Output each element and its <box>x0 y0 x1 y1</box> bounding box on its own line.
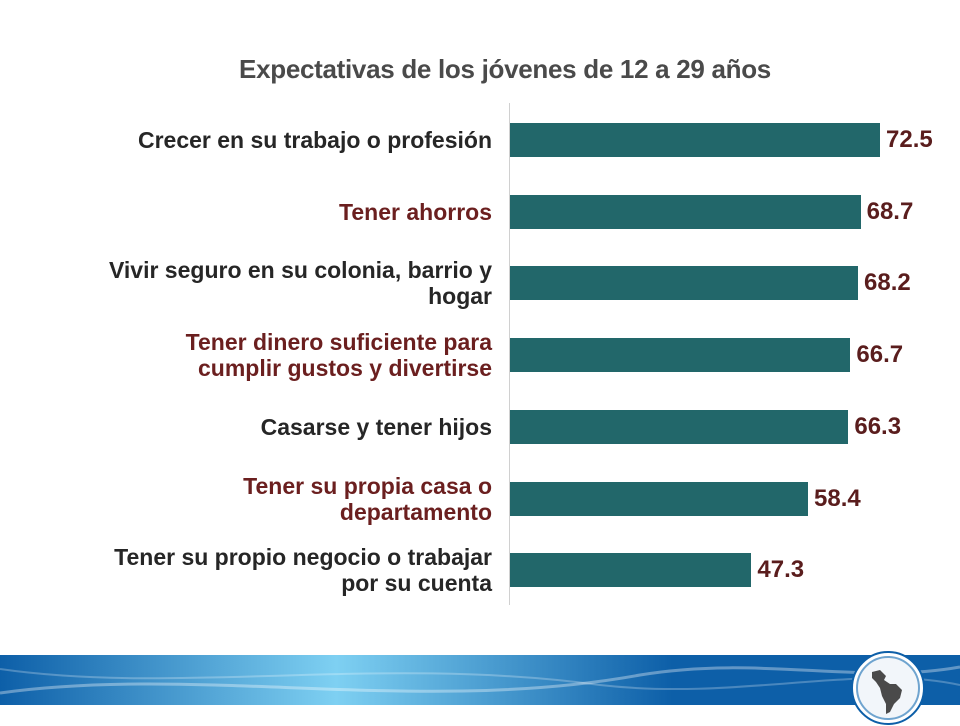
category-label-line: cumplir gustos y divertirse <box>198 355 492 382</box>
value-label-5: 66.3 <box>854 412 902 440</box>
bar-5 <box>510 409 849 444</box>
category-label-5: Casarse y tener hijos <box>42 414 492 440</box>
bar-6 <box>510 481 809 516</box>
value-label-6: 58.4 <box>814 484 861 512</box>
bar-7 <box>510 553 752 588</box>
category-axis-line <box>509 103 510 605</box>
category-label-3: Vivir seguro en su colonia, barrio y hoga… <box>42 257 492 309</box>
bar-2 <box>510 194 861 229</box>
value-label-2: 68.7 <box>866 197 914 225</box>
category-label-line: departamento <box>339 498 492 525</box>
category-label-6: Tener su propia casa o departamento <box>42 473 492 525</box>
bar-3 <box>510 266 859 301</box>
category-label-line: Tener dinero suficiente para <box>185 329 492 356</box>
category-label-4: Tener dinero suficiente para cumplir gust… <box>42 329 492 381</box>
category-label-2: Tener ahorros <box>42 199 492 225</box>
value-label-3: 68.2 <box>864 269 911 297</box>
category-label-1: Crecer en su trabajo o profesión <box>42 127 492 153</box>
value-label-4: 66.7 <box>856 341 904 369</box>
category-label-line: Tener su propio negocio o trabajar <box>114 544 492 571</box>
footer-band <box>0 655 960 705</box>
category-label-7: Tener su propio negocio o trabajar por su… <box>42 544 492 596</box>
category-label-line: Tener ahorros <box>339 198 492 225</box>
value-label-1: 72.5 <box>886 126 933 153</box>
category-label-line: Vivir seguro en su colonia, barrio y <box>108 257 492 284</box>
latin-america-map-seal-icon <box>851 651 925 725</box>
category-label-line: Crecer en su trabajo o profesión <box>137 127 492 153</box>
value-label-7: 47.3 <box>757 556 805 584</box>
category-label-line: hogar <box>428 283 492 310</box>
chart-title: Expectativas de los jóvenes de 12 a 29 a… <box>239 54 771 84</box>
category-label-line: Tener su propia casa o <box>243 472 492 499</box>
category-label-line: por su cuenta <box>341 570 492 597</box>
bar-1 <box>510 123 880 157</box>
category-label-line: Casarse y tener hijos <box>260 413 492 440</box>
bar-4 <box>510 338 851 373</box>
